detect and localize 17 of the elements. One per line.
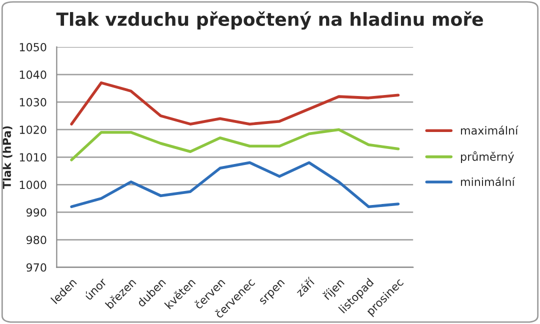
y-tick-label: 1040 xyxy=(20,70,46,79)
line-series xyxy=(70,81,400,126)
chart-title: Tlak vzduchu přepočtený na hladinu moře xyxy=(56,11,483,30)
y-tick-label: 1010 xyxy=(20,153,46,162)
y-tick-label: 1020 xyxy=(20,126,46,134)
y-tick-label: 990 xyxy=(26,208,46,217)
line-series xyxy=(70,161,400,208)
y-tick-label: 980 xyxy=(26,236,46,244)
legend-label: průměrný xyxy=(461,151,514,164)
y-axis-title: Tlak (hPa) xyxy=(2,126,12,189)
y-tick-label: 1030 xyxy=(20,98,46,106)
legend-label: minimální xyxy=(461,177,516,186)
legend-label: maximální xyxy=(461,126,518,135)
y-tick-label: 1000 xyxy=(20,180,46,190)
y-tick-label: 1050 xyxy=(20,42,46,52)
y-tick-label: 970 xyxy=(26,263,46,272)
line-series xyxy=(70,128,400,162)
